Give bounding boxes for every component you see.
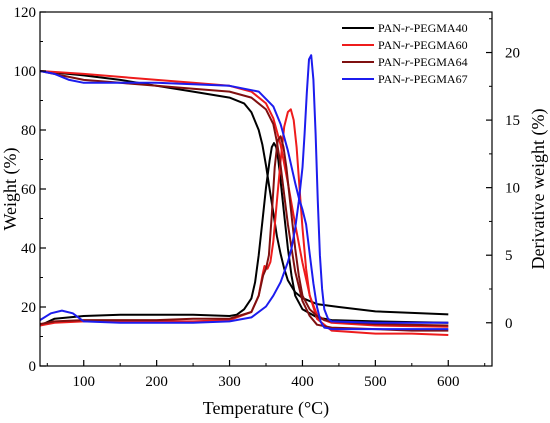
y-left-tick-label: 20 xyxy=(21,300,36,316)
series-pan-r-pegma64-derivative-line xyxy=(39,135,449,327)
legend-label-pan-r-pegma40: PAN-r-PEGMA40 xyxy=(378,21,468,35)
y-axis-right-label: Derivative weight (%) xyxy=(528,109,549,270)
x-tick-label: 200 xyxy=(145,374,168,390)
y-left-tick-label: 80 xyxy=(21,123,36,139)
y-right-tick-label: 10 xyxy=(505,181,520,197)
legend-label-pan-r-pegma67: PAN-r-PEGMA67 xyxy=(378,72,468,86)
y-left-tick-label: 0 xyxy=(29,359,37,375)
y-left-tick-label: 40 xyxy=(21,241,36,257)
x-tick-label: 300 xyxy=(218,374,241,390)
y-axis-left-label: Weight (%) xyxy=(0,147,21,230)
x-axis-label: Temperature (°C) xyxy=(203,398,329,419)
plot-lines xyxy=(39,54,449,336)
y-right-tick-label: 20 xyxy=(505,46,520,62)
y-right-tick-label: 15 xyxy=(505,113,520,129)
legend: PAN-r-PEGMA40 PAN-r-PEGMA60 PAN-r-PEGMA64 P… xyxy=(342,21,468,86)
series-pan-r-pegma40-weight-line xyxy=(39,70,449,316)
x-tick-label: 600 xyxy=(437,374,460,390)
y-right-tick-label: 0 xyxy=(505,316,513,332)
y-left-tick-label: 120 xyxy=(14,5,37,21)
x-tick-label: 400 xyxy=(291,374,314,390)
y-left-tick-label: 100 xyxy=(14,64,37,80)
series-pan-r-pegma67-derivative-line xyxy=(39,54,449,324)
y-left-tick-label: 60 xyxy=(21,182,36,198)
x-tick-label: 500 xyxy=(364,374,387,390)
legend-label-pan-r-pegma60: PAN-r-PEGMA60 xyxy=(378,38,468,52)
series-pan-r-pegma60-weight-line xyxy=(39,70,449,336)
y-right-tick-label: 5 xyxy=(505,248,513,264)
x-tick-label: 100 xyxy=(72,374,95,390)
series-pan-r-pegma60-derivative-line xyxy=(39,108,449,328)
series-pan-r-pegma40-derivative-line xyxy=(39,142,449,327)
legend-label-pan-r-pegma64: PAN-r-PEGMA64 xyxy=(378,55,468,69)
series-pan-r-pegma64-weight-line xyxy=(39,70,449,332)
series-pan-r-pegma67-weight-line xyxy=(39,70,449,331)
tick-labels: 100 200 300 400 500 600 0 20 40 60 80 100 120 0 5 10 15 2… xyxy=(14,5,521,390)
axes xyxy=(39,11,493,367)
